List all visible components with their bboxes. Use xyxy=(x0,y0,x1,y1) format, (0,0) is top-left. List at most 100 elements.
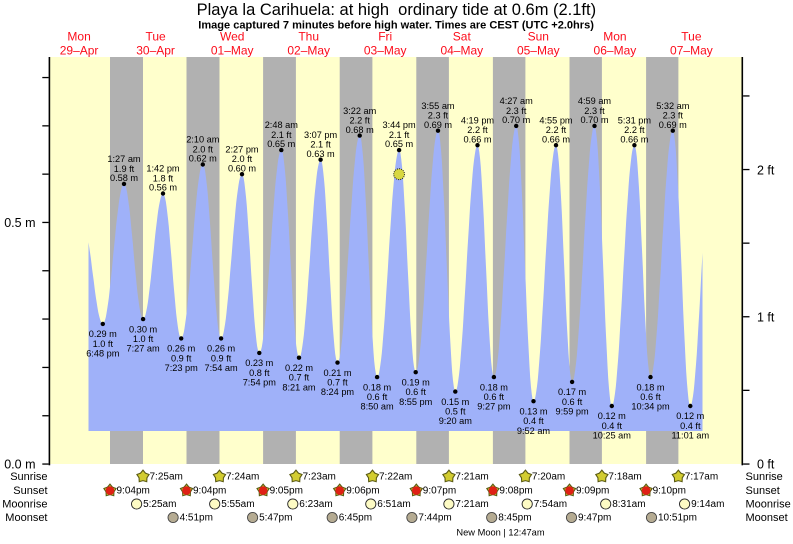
svg-text:3:55 am: 3:55 am xyxy=(421,101,455,111)
svg-text:Sunset: Sunset xyxy=(746,485,780,497)
svg-text:1 ft: 1 ft xyxy=(757,311,775,325)
svg-text:Moonset: Moonset xyxy=(746,512,788,524)
svg-text:0.6 ft: 0.6 ft xyxy=(640,392,661,402)
svg-text:2.3 ft: 2.3 ft xyxy=(428,111,449,121)
svg-text:0.17 m: 0.17 m xyxy=(558,387,586,397)
svg-text:0.7 ft: 0.7 ft xyxy=(327,378,348,388)
svg-text:9:05pm: 9:05pm xyxy=(270,486,303,497)
svg-text:5:32 am: 5:32 am xyxy=(656,101,690,111)
svg-text:10:34 pm: 10:34 pm xyxy=(631,402,670,412)
svg-text:4:19 pm: 4:19 pm xyxy=(461,115,495,125)
svg-text:03–May: 03–May xyxy=(364,43,407,57)
svg-text:Playa la Carihuela: at high o: Playa la Carihuela: at high ordinary tid… xyxy=(197,1,596,19)
svg-text:2.1 ft: 2.1 ft xyxy=(310,140,331,150)
svg-text:Fri: Fri xyxy=(378,29,392,43)
svg-text:9:27 pm: 9:27 pm xyxy=(477,402,511,412)
svg-text:0.69 m: 0.69 m xyxy=(659,120,687,130)
svg-text:5:31 pm: 5:31 pm xyxy=(618,115,652,125)
svg-text:Sunset: Sunset xyxy=(13,485,47,497)
svg-text:6:51am: 6:51am xyxy=(377,499,410,510)
svg-text:0.12 m: 0.12 m xyxy=(676,411,704,421)
svg-text:0.66 m: 0.66 m xyxy=(542,134,570,144)
svg-text:7:18am: 7:18am xyxy=(608,472,641,483)
svg-text:Mon: Mon xyxy=(67,29,90,43)
svg-text:7:23 pm: 7:23 pm xyxy=(165,363,199,373)
svg-text:0.26 m: 0.26 m xyxy=(167,344,195,354)
svg-text:9:08pm: 9:08pm xyxy=(499,486,532,497)
svg-text:06–May: 06–May xyxy=(594,43,637,57)
svg-text:1:42 pm: 1:42 pm xyxy=(146,164,180,174)
svg-text:7:24am: 7:24am xyxy=(226,472,259,483)
svg-text:0.66 m: 0.66 m xyxy=(620,134,648,144)
svg-text:5:25am: 5:25am xyxy=(143,499,176,510)
svg-text:7:21am: 7:21am xyxy=(455,499,488,510)
svg-text:5:55am: 5:55am xyxy=(221,499,254,510)
svg-text:Moonrise: Moonrise xyxy=(746,499,791,511)
svg-text:01–May: 01–May xyxy=(211,43,254,57)
svg-text:0.68 m: 0.68 m xyxy=(346,125,374,135)
svg-text:7:54am: 7:54am xyxy=(534,499,567,510)
svg-text:2.3 ft: 2.3 ft xyxy=(506,106,527,116)
svg-text:Wed: Wed xyxy=(220,29,244,43)
svg-text:0.0 m: 0.0 m xyxy=(4,458,35,472)
svg-text:0.13 m: 0.13 m xyxy=(519,406,547,416)
svg-text:0.26 m: 0.26 m xyxy=(207,344,235,354)
svg-text:0.15 m: 0.15 m xyxy=(441,397,469,407)
svg-text:2.2 ft: 2.2 ft xyxy=(546,125,567,135)
svg-text:0.18 m: 0.18 m xyxy=(480,382,508,392)
svg-text:4:27 am: 4:27 am xyxy=(500,96,534,106)
svg-text:8:45pm: 8:45pm xyxy=(498,513,531,524)
svg-text:9:04pm: 9:04pm xyxy=(117,486,150,497)
svg-text:1:27 am: 1:27 am xyxy=(107,154,141,164)
svg-text:0.30 m: 0.30 m xyxy=(129,324,157,334)
svg-text:0.69 m: 0.69 m xyxy=(424,120,452,130)
svg-text:8:50 am: 8:50 am xyxy=(360,402,394,412)
svg-text:7:23am: 7:23am xyxy=(303,472,336,483)
svg-text:Moonrise: Moonrise xyxy=(2,499,47,511)
svg-text:Sunrise: Sunrise xyxy=(746,471,783,483)
svg-text:New Moon | 12:47am: New Moon | 12:47am xyxy=(456,528,544,538)
svg-text:Tue: Tue xyxy=(681,29,702,43)
svg-text:7:25am: 7:25am xyxy=(150,472,183,483)
svg-text:4:51pm: 4:51pm xyxy=(180,513,213,524)
svg-text:4:55 pm: 4:55 pm xyxy=(539,115,573,125)
svg-text:7:27 am: 7:27 am xyxy=(126,344,160,354)
svg-text:0.4 ft: 0.4 ft xyxy=(680,421,701,431)
svg-text:0.21 m: 0.21 m xyxy=(323,368,351,378)
svg-text:0.66 m: 0.66 m xyxy=(463,134,491,144)
svg-text:2:48 am: 2:48 am xyxy=(265,120,299,130)
svg-text:1.0 ft: 1.0 ft xyxy=(133,334,154,344)
svg-text:9:52 am: 9:52 am xyxy=(517,426,551,436)
svg-text:1.0 ft: 1.0 ft xyxy=(93,339,114,349)
svg-text:9:09pm: 9:09pm xyxy=(576,486,609,497)
svg-text:10:25 am: 10:25 am xyxy=(593,431,632,441)
svg-text:9:04pm: 9:04pm xyxy=(193,486,226,497)
svg-text:8:24 pm: 8:24 pm xyxy=(321,387,355,397)
svg-text:2.1 ft: 2.1 ft xyxy=(271,130,292,140)
svg-text:7:22am: 7:22am xyxy=(379,472,412,483)
svg-text:0.62 m: 0.62 m xyxy=(189,154,217,164)
svg-text:0.65 m: 0.65 m xyxy=(267,139,295,149)
svg-text:0.65 m: 0.65 m xyxy=(385,139,413,149)
svg-text:Sat: Sat xyxy=(453,29,472,43)
svg-text:2:27 pm: 2:27 pm xyxy=(225,144,259,154)
svg-text:11:01 am: 11:01 am xyxy=(671,431,709,441)
svg-text:30–Apr: 30–Apr xyxy=(136,43,175,57)
svg-text:0.63 m: 0.63 m xyxy=(307,149,335,159)
svg-text:04–May: 04–May xyxy=(440,43,483,57)
svg-text:7:44pm: 7:44pm xyxy=(418,513,451,524)
svg-text:2.2 ft: 2.2 ft xyxy=(624,125,645,135)
svg-text:9:06pm: 9:06pm xyxy=(346,486,379,497)
svg-text:4:59 am: 4:59 am xyxy=(578,96,612,106)
svg-text:29–Apr: 29–Apr xyxy=(60,43,99,57)
svg-text:0.7 ft: 0.7 ft xyxy=(289,373,310,383)
svg-text:2:10 am: 2:10 am xyxy=(186,135,220,145)
svg-text:8:21 am: 8:21 am xyxy=(282,382,316,392)
svg-text:6:23am: 6:23am xyxy=(299,499,332,510)
svg-text:6:45pm: 6:45pm xyxy=(339,513,372,524)
svg-text:Moonset: Moonset xyxy=(5,512,47,524)
svg-text:0.9 ft: 0.9 ft xyxy=(171,353,192,363)
svg-text:02–May: 02–May xyxy=(287,43,330,57)
svg-text:Image captured 7 minutes befor: Image captured 7 minutes before high wat… xyxy=(198,20,594,32)
svg-text:0.29 m: 0.29 m xyxy=(89,329,117,339)
